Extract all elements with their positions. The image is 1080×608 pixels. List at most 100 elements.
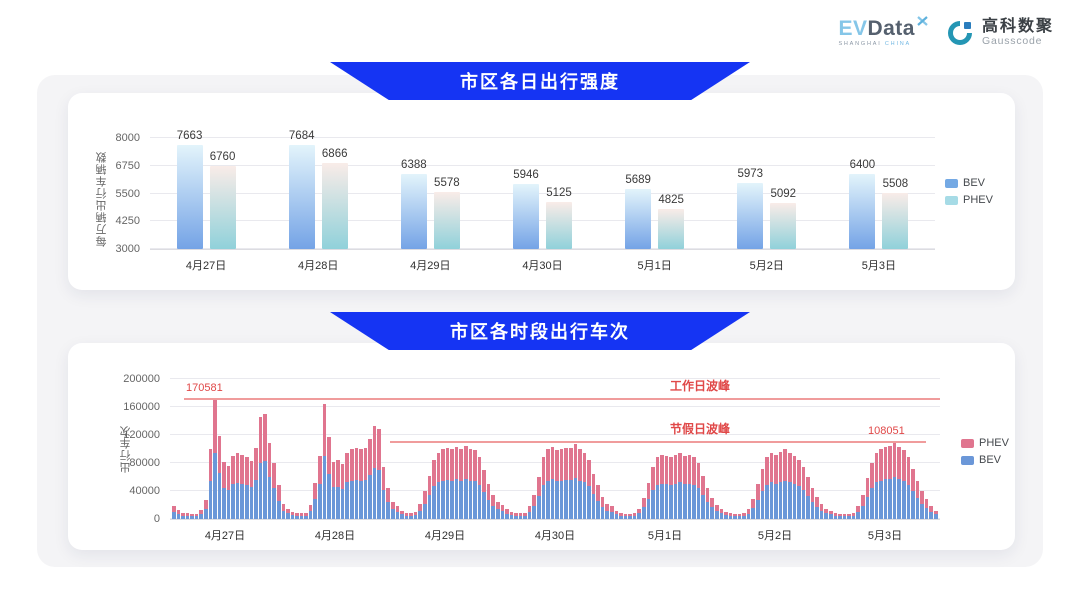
bev-segment — [801, 490, 806, 519]
stacked-bar — [514, 513, 518, 519]
gridline — [170, 378, 940, 379]
legend-item-phev[interactable]: PHEV — [961, 437, 1009, 449]
bev-segment — [847, 516, 851, 519]
phev-segment — [349, 449, 354, 481]
stacked-bar — [879, 449, 883, 519]
phev-segment — [290, 512, 295, 516]
stacked-bar — [714, 505, 719, 519]
bev-segment — [372, 467, 377, 519]
bar-group-5月2日: 5973 5092 — [711, 138, 823, 249]
bev-segment — [286, 513, 290, 519]
stacked-bar — [468, 449, 473, 519]
stacked-bar — [742, 513, 746, 519]
bar-group-5月3日: 6400 5508 — [823, 138, 935, 249]
bev-segment — [933, 514, 938, 519]
bev-bar: 6400 — [849, 159, 876, 249]
stacked-bar — [537, 477, 541, 519]
bev-segment — [756, 499, 760, 519]
stacked-bar — [363, 447, 368, 519]
phev-segment — [637, 508, 641, 514]
phev-segment — [327, 437, 331, 474]
bev-segment — [418, 510, 422, 519]
phev-segment — [199, 509, 203, 514]
phev-segment — [468, 449, 473, 481]
bev-segment — [641, 507, 646, 519]
phev-segment — [527, 506, 532, 513]
legend-item-bev[interactable]: BEV — [961, 454, 1009, 466]
bev-segment — [254, 480, 258, 519]
phev-segment — [359, 449, 363, 481]
bev-segment — [331, 487, 336, 519]
bev-segment — [518, 515, 523, 519]
bev-segment — [190, 516, 194, 519]
evdata-logo-ev: EV — [838, 17, 868, 41]
phev-segment — [870, 463, 874, 489]
stacked-bar — [568, 448, 573, 519]
phev-segment — [299, 513, 304, 516]
stacked-bar — [692, 457, 696, 519]
gridline — [170, 490, 940, 491]
phev-segment — [883, 446, 888, 480]
phev-segment — [664, 456, 669, 485]
bev-segment — [660, 483, 664, 519]
phev-segment — [605, 503, 609, 511]
bar-group-4月29日: 6388 5578 — [374, 138, 486, 249]
bar-value-label: 5092 — [770, 187, 797, 200]
bev-segment — [249, 487, 254, 519]
stacked-bar — [459, 449, 463, 519]
bev-segment — [710, 507, 714, 519]
stacked-bar — [774, 454, 778, 519]
phev-segment — [851, 512, 856, 516]
stacked-bar — [578, 449, 582, 519]
bar-value-label: 6388 — [401, 158, 427, 171]
legend-item-bev[interactable]: BEV — [945, 177, 993, 189]
bev-segment — [368, 474, 372, 519]
phev-segment — [683, 456, 687, 485]
phev-segment — [532, 494, 536, 506]
bev-segment — [751, 508, 755, 519]
phev-segment — [391, 501, 395, 510]
phev-segment — [550, 446, 555, 480]
phev-bar: 5125 — [545, 187, 572, 249]
stacked-bar — [213, 399, 217, 519]
stacked-bar — [778, 451, 783, 519]
phev-segment — [295, 513, 299, 516]
phev-segment — [669, 457, 673, 486]
phev-segment — [879, 449, 883, 481]
phev-segment — [787, 452, 792, 483]
stacked-bar — [245, 457, 249, 519]
gausscode-g-icon — [947, 21, 972, 45]
phev-segment — [409, 513, 413, 516]
bev-segment — [783, 480, 787, 519]
legend-item-phev[interactable]: PHEV — [945, 194, 993, 206]
bev-segment — [377, 469, 381, 519]
y-tick-label: 200000 — [123, 373, 160, 385]
bev-segment — [705, 501, 710, 519]
stacked-bar — [199, 509, 203, 519]
bar-value-label: 7663 — [176, 130, 203, 143]
stacked-bar — [719, 508, 724, 519]
phev-segment — [724, 512, 728, 516]
bev-segment — [605, 510, 609, 519]
bev-segment — [669, 485, 673, 519]
bev-segment — [217, 473, 222, 519]
phev-segment — [815, 496, 819, 507]
phev-segment — [459, 449, 463, 481]
phev-segment — [929, 506, 933, 513]
bev-segment — [879, 480, 883, 519]
phev-segment — [240, 454, 244, 484]
bev-segment — [860, 505, 865, 519]
stacked-bar — [295, 513, 299, 519]
phev-segment — [322, 404, 327, 456]
phev-segment — [217, 435, 222, 474]
bev-segment — [619, 515, 623, 519]
stacked-bar — [281, 503, 286, 519]
stacked-bar — [267, 443, 272, 519]
stacked-bar — [286, 508, 290, 519]
phev-segment — [505, 509, 509, 514]
stacked-bar — [318, 456, 322, 519]
bev-bar: 6388 — [400, 159, 427, 249]
stacked-bar — [751, 499, 755, 519]
bev-segment — [920, 503, 924, 519]
bev-segment — [363, 479, 368, 519]
